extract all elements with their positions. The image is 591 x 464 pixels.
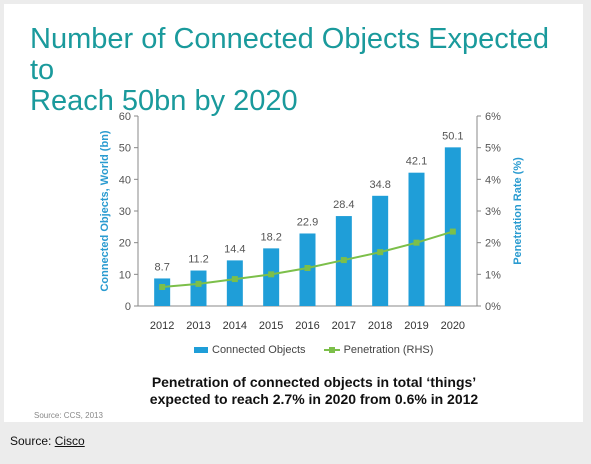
- y2-axis-title: Penetration Rate (%): [512, 157, 524, 265]
- x-tick-label: 2015: [259, 320, 283, 332]
- y2-tick-label: 4%: [485, 174, 501, 186]
- bar: [154, 278, 171, 306]
- y-axis-title: Connected Objects, World (bn): [99, 130, 111, 291]
- legend-label-penetration: Penetration (RHS): [343, 344, 434, 356]
- footer-source-label: Source:: [10, 434, 52, 448]
- bar-data-label: 22.9: [297, 216, 318, 228]
- bar: [226, 260, 243, 306]
- bar-data-label: 8.7: [155, 261, 170, 273]
- chart-title: Number of Connected Objects Expected to …: [30, 24, 570, 117]
- penetration-point: [304, 265, 311, 271]
- chart-svg: 0 10 20 30 40 50 60 0% 1% 2% 3% 4% 5% 6% 8.7 2012 11.2 20…: [99, 111, 524, 332]
- bar-data-label: 42.1: [406, 156, 427, 168]
- y-tick-label: 10: [119, 269, 131, 281]
- bar-data-label: 28.4: [333, 199, 354, 211]
- y2-tick-label: 6%: [485, 111, 501, 123]
- x-tick-label: 2018: [368, 320, 392, 332]
- bar: [408, 172, 425, 306]
- y2-tick-label: 5%: [485, 143, 501, 155]
- penetration-point: [195, 280, 202, 287]
- bar-data-label: 11.2: [188, 254, 209, 266]
- y2-tick-label: 1%: [485, 269, 501, 281]
- y-tick-label: 60: [119, 111, 131, 123]
- x-tick-label: 2012: [150, 320, 174, 332]
- y-tick-label: 40: [119, 174, 131, 186]
- legend-swatch-line: [323, 346, 340, 354]
- legend-label-connected-objects: Connected Objects: [212, 344, 306, 356]
- chart-caption: Penetration of connected objects in tota…: [104, 374, 524, 408]
- penetration-point: [231, 276, 238, 283]
- legend-swatch-bar: [194, 347, 208, 353]
- y2-tick-label: 2%: [485, 238, 501, 250]
- y-tick-label: 30: [119, 206, 131, 218]
- footer-source: Source: Cisco: [10, 434, 85, 448]
- legend-item-penetration: Penetration (RHS): [323, 344, 434, 356]
- chart-slide: Number of Connected Objects Expected to …: [4, 4, 583, 422]
- y-tick-label: 20: [119, 238, 131, 250]
- x-tick-label: 2020: [441, 320, 465, 332]
- y2-tick-label: 0%: [485, 301, 501, 313]
- x-tick-label: 2016: [295, 320, 319, 332]
- penetration-point: [159, 284, 166, 290]
- x-tick-label: 2017: [332, 320, 356, 332]
- legend-item-connected-objects: Connected Objects: [194, 344, 306, 356]
- y2-tick-label: 3%: [485, 206, 501, 218]
- bar-data-label: 34.8: [369, 179, 390, 191]
- bar-data-label: 14.4: [224, 243, 245, 255]
- title-line-1: Number of Connected Objects Expected to: [30, 23, 550, 86]
- source-note: Source: CCS, 2013: [34, 411, 103, 420]
- penetration-point: [340, 257, 347, 264]
- bar: [444, 147, 461, 306]
- bar-data-label: 18.2: [260, 231, 281, 243]
- y-tick-label: 50: [119, 143, 131, 155]
- footer-source-link[interactable]: Cisco: [54, 434, 85, 448]
- penetration-point: [413, 239, 420, 246]
- caption-line-2: expected to reach 2.7% in 2020 from 0.6%…: [149, 391, 479, 407]
- caption-line-1: Penetration of connected objects in tota…: [151, 374, 477, 390]
- penetration-point: [449, 228, 456, 235]
- penetration-point: [377, 249, 384, 256]
- bar: [190, 270, 207, 306]
- y-tick-label: 0: [125, 301, 131, 313]
- x-tick-label: 2014: [223, 320, 247, 332]
- x-tick-label: 2013: [186, 320, 210, 332]
- title-line-2: Reach 50bn by 2020: [30, 85, 298, 117]
- chart-legend: Connected Objects Penetration (RHS): [194, 344, 433, 356]
- penetration-point: [268, 271, 275, 278]
- x-tick-label: 2019: [404, 320, 428, 332]
- bar-data-label: 50.1: [442, 130, 463, 142]
